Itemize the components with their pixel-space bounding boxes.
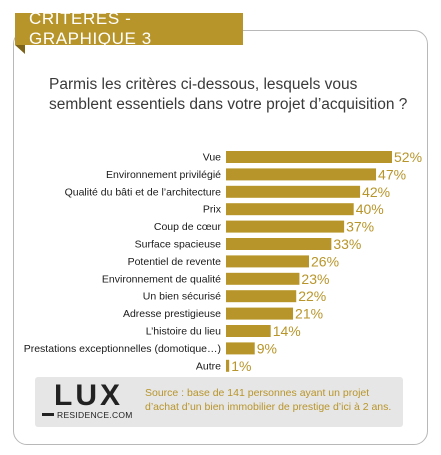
question-text: Parmis les critères ci-dessous, lesquels…	[49, 76, 408, 113]
value-label: 21%	[295, 306, 323, 322]
bar	[226, 272, 300, 285]
category-label: Prix	[203, 204, 222, 216]
value-label: 52%	[394, 149, 422, 165]
bar	[226, 220, 345, 233]
bar	[226, 168, 377, 181]
category-label: Adresse prestigieuse	[123, 308, 221, 320]
bar	[226, 342, 255, 355]
source-note: Source : base de 141 personnes ayant un …	[145, 387, 392, 413]
category-label: Coup de cœur	[154, 221, 222, 233]
bar	[226, 185, 361, 198]
value-label: 9%	[257, 340, 277, 356]
logo-bar	[42, 413, 54, 416]
chart-card	[13, 30, 428, 445]
banner-fold	[15, 45, 25, 54]
bar	[226, 255, 309, 268]
bar	[226, 307, 294, 320]
bar	[226, 151, 392, 163]
value-label: 42%	[362, 184, 390, 200]
value-label: 40%	[356, 201, 384, 217]
category-label: Vue	[203, 152, 221, 164]
logo-subtext: RESIDENCE.COM	[57, 410, 133, 420]
category-label: Un bien sécurisé	[143, 291, 221, 303]
value-label: 1%	[231, 358, 251, 374]
value-label: 22%	[298, 288, 326, 304]
bar	[226, 359, 230, 372]
category-label: Environnement privilégié	[106, 169, 221, 181]
category-label: Environnement de qualité	[102, 273, 221, 285]
value-label: 47%	[378, 166, 406, 182]
bar	[226, 325, 271, 337]
bar	[226, 290, 297, 303]
value-label: 23%	[301, 271, 329, 287]
logo-text: LUX	[54, 379, 123, 412]
category-label: Prestations exceptionnelles (domotique…)	[24, 343, 221, 355]
category-label: Surface spacieuse	[135, 239, 222, 251]
category-label: Potentiel de revente	[128, 256, 222, 268]
category-label: Autre	[196, 360, 221, 372]
lux-residence-logo: LUX RESIDENCE.COM	[40, 379, 140, 425]
category-label: L’histoire du lieu	[146, 326, 221, 338]
banner-title: CRITÈRES - GRAPHIQUE 3	[15, 9, 243, 48]
value-label: 33%	[333, 236, 361, 252]
category-label: Qualité du bâti et de l’architecture	[65, 186, 222, 198]
value-label: 37%	[346, 219, 374, 235]
bar	[226, 238, 332, 250]
value-label: 14%	[273, 323, 301, 339]
bar	[226, 203, 354, 216]
value-label: 26%	[311, 253, 339, 269]
source-footer: LUX RESIDENCE.COM Source : base de 141 p…	[35, 377, 403, 427]
